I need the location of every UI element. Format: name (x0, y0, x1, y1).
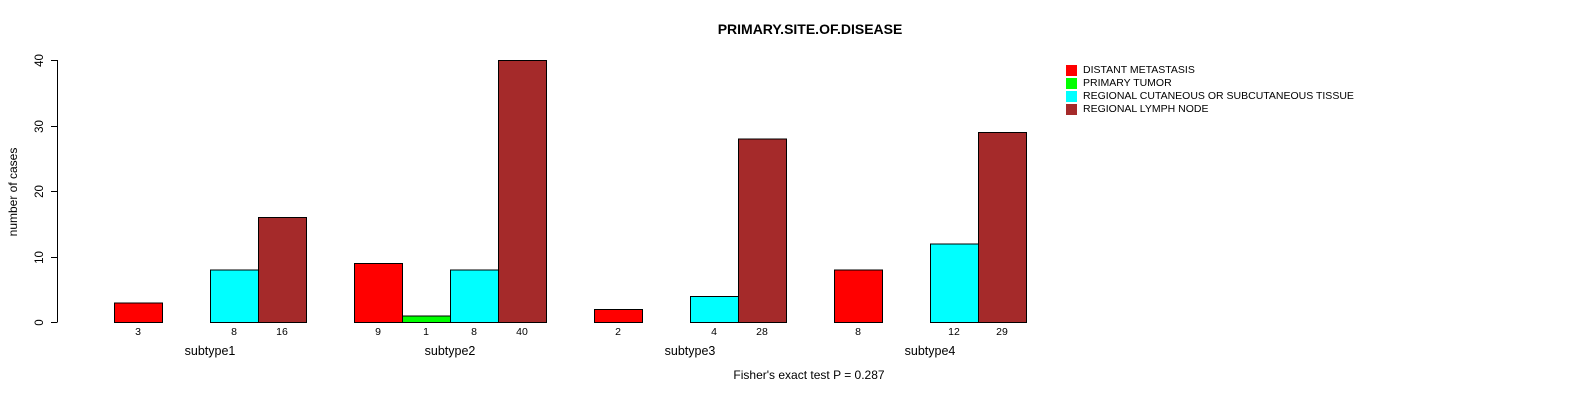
legend-item: PRIMARY TUMOR (1066, 77, 1354, 90)
bar-value-label: 29 (996, 326, 1008, 338)
bar-value-label: 12 (948, 326, 960, 338)
fisher-test-annotation: Fisher's exact test P = 0.287 (733, 368, 885, 382)
x-group-label: subtype1 (185, 344, 236, 358)
bar-value-label: 8 (231, 326, 237, 338)
bar-value-label: 16 (276, 326, 288, 338)
bar (978, 132, 1027, 323)
legend-swatch (1066, 91, 1077, 102)
y-tick-label: 30 (34, 120, 46, 133)
bar (738, 138, 787, 323)
bar-value-label: 1 (423, 326, 429, 338)
bar (258, 217, 307, 323)
bar (930, 243, 979, 323)
bar (450, 269, 499, 324)
chart-title: PRIMARY.SITE.OF.DISEASE (717, 21, 903, 37)
x-group-label: subtype2 (425, 344, 476, 358)
bar (690, 295, 739, 323)
bar-value-label: 8 (855, 326, 861, 338)
bar-value-label: 3 (135, 326, 141, 338)
legend-swatch (1066, 78, 1077, 89)
bar-value-label: 4 (711, 326, 717, 338)
y-tick-label: 20 (34, 185, 46, 198)
y-tick-label: 10 (34, 251, 46, 264)
bar (402, 315, 451, 324)
legend-swatch (1066, 65, 1077, 76)
bar (114, 302, 163, 324)
bar (498, 60, 547, 323)
legend-label: DISTANT METASTASIS (1083, 64, 1195, 76)
bar-value-label: 2 (615, 326, 621, 338)
bar-value-label: 28 (756, 326, 768, 338)
bar (210, 269, 259, 324)
bar (354, 263, 403, 323)
legend-swatch (1066, 104, 1077, 115)
legend-label: PRIMARY TUMOR (1083, 77, 1172, 89)
legend-label: REGIONAL LYMPH NODE (1083, 103, 1209, 115)
legend-item: REGIONAL LYMPH NODE (1066, 103, 1354, 116)
bar-value-label: 8 (471, 326, 477, 338)
bar-value-label: 9 (375, 326, 381, 338)
legend-item: REGIONAL CUTANEOUS OR SUBCUTANEOUS TISSU… (1066, 90, 1354, 103)
x-group-label: subtype3 (665, 344, 716, 358)
y-tick-label: 40 (34, 54, 46, 67)
legend: DISTANT METASTASIS PRIMARY TUMOR REGIONAL … (1066, 64, 1354, 116)
x-group-label: subtype4 (905, 344, 956, 358)
bar (834, 269, 883, 324)
bar-value-label: 40 (516, 326, 528, 338)
legend-item: DISTANT METASTASIS (1066, 64, 1354, 77)
y-tick-label: 0 (34, 319, 46, 325)
bar (594, 308, 643, 323)
legend-label: REGIONAL CUTANEOUS OR SUBCUTANEOUS TISSU… (1083, 90, 1354, 102)
y-axis-title: number of cases (6, 147, 20, 237)
